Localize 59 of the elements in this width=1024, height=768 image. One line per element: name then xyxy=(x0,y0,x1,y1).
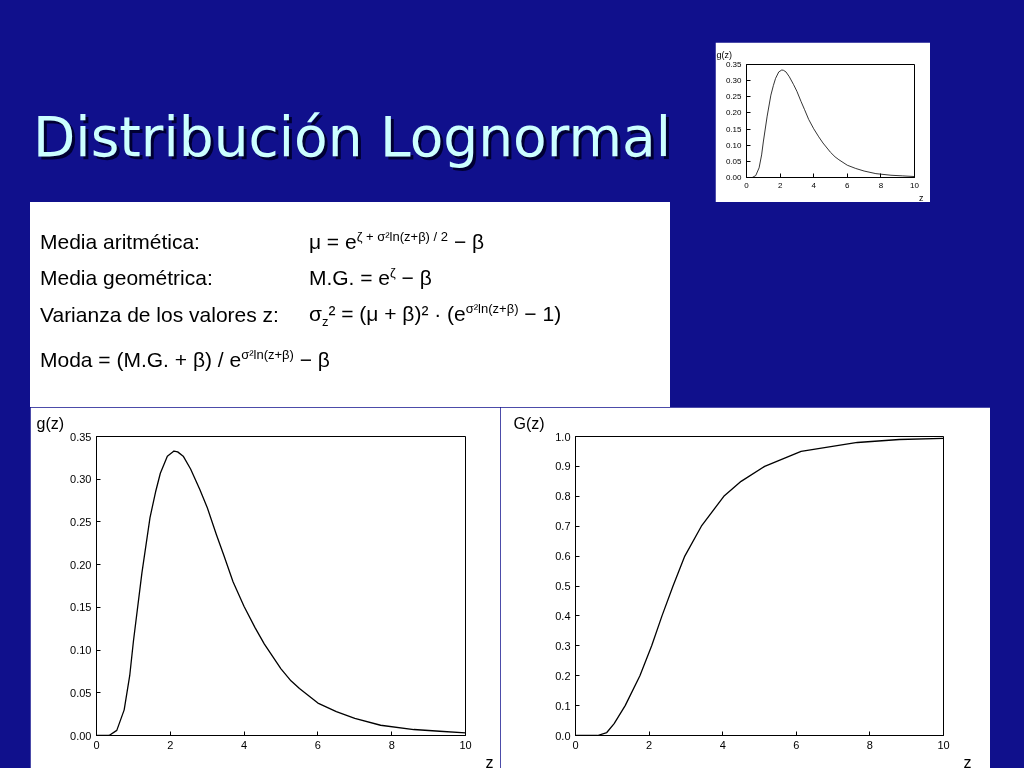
x-tick-label: 10 xyxy=(910,180,920,190)
y-tick-label: 0.15 xyxy=(70,601,92,614)
y-tick-label: 0.10 xyxy=(70,644,92,657)
y-tick-label: 0.5 xyxy=(555,580,571,592)
y-tick-label: 0.10 xyxy=(725,140,743,150)
x-tick-label: 4 xyxy=(719,738,726,751)
y-tick-label: 0.4 xyxy=(555,609,571,622)
x-tick-label: 4 xyxy=(811,180,817,190)
y-axis-title: g(z) xyxy=(36,414,65,432)
x-tick-label: 6 xyxy=(793,738,800,751)
text: Moda = (M.G. + β) / e$^{σ²ln(z+β)}$ − β xyxy=(40,345,331,373)
y-tick-label: 0.05 xyxy=(725,156,743,166)
text: Media geométrica: xyxy=(40,265,214,291)
y-tick-label: 0.7 xyxy=(555,520,571,533)
x-tick-label: 10 xyxy=(459,738,472,751)
text: μ = e$^{ζ + σ²ln(z+β) / 2}$ − β xyxy=(308,228,486,255)
y-tick-label: 1.0 xyxy=(555,430,571,443)
text: Varianza de los valores z: xyxy=(40,302,280,329)
y-tick-label: 0.8 xyxy=(555,490,571,503)
text: M.G. = e$^{ζ}$ − β xyxy=(308,264,433,291)
text: σ$_{z}$² = (μ + β)² · (e$^{σ²ln(z+β)}$ − 1) xyxy=(308,300,562,332)
x-tick-label: 4 xyxy=(241,738,248,751)
y-tick-label: 0.00 xyxy=(725,173,743,182)
y-tick-label: 0.30 xyxy=(725,76,743,86)
y-tick-label: 0.30 xyxy=(70,473,92,486)
x-tick-label: 8 xyxy=(866,738,873,751)
x-tick-label: 8 xyxy=(388,738,395,751)
y-tick-label: 0.2 xyxy=(555,669,571,682)
x-tick-label: 2 xyxy=(167,738,174,751)
y-tick-label: 0.1 xyxy=(555,699,571,712)
x-tick-label: 0 xyxy=(744,180,750,190)
x-axis-title: z xyxy=(919,192,924,203)
x-tick-label: 6 xyxy=(314,738,321,751)
y-tick-label: 0.25 xyxy=(725,92,743,102)
y-tick-label: 0.9 xyxy=(555,460,571,473)
text: Distribución Lognormal xyxy=(33,104,671,171)
x-tick-label: 10 xyxy=(937,738,950,751)
text: Media aritmética: xyxy=(40,229,201,255)
y-tick-label: 0.25 xyxy=(70,515,92,528)
x-tick-label: 8 xyxy=(878,180,884,190)
x-tick-label: 0 xyxy=(572,738,579,751)
x-tick-label: 0 xyxy=(93,738,100,751)
x-tick-label: 6 xyxy=(845,180,851,190)
y-axis-title: g(z) xyxy=(716,49,732,60)
x-axis-title: z xyxy=(485,753,494,768)
y-tick-label: 0.00 xyxy=(70,729,92,742)
y-tick-label: 0.35 xyxy=(725,60,743,69)
y-tick-label: 0.6 xyxy=(555,550,571,563)
y-tick-label: 0.3 xyxy=(555,639,571,652)
y-tick-label: 0.35 xyxy=(70,430,92,443)
y-axis-title: G(z) xyxy=(513,414,545,432)
y-tick-label: 0.0 xyxy=(555,729,571,742)
y-tick-label: 0.15 xyxy=(725,124,743,134)
x-tick-label: 2 xyxy=(777,180,783,190)
x-tick-label: 2 xyxy=(646,738,653,751)
y-tick-label: 0.20 xyxy=(725,108,743,118)
y-tick-label: 0.20 xyxy=(70,558,92,571)
x-axis-title: z xyxy=(963,753,972,768)
y-tick-label: 0.05 xyxy=(70,686,92,699)
